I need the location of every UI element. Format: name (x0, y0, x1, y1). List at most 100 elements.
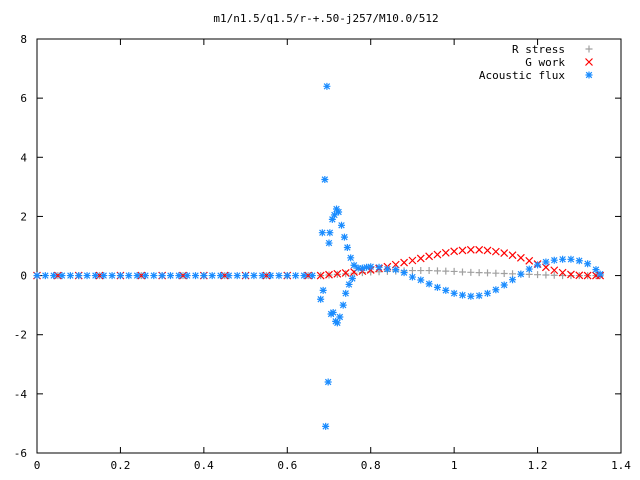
data-point (534, 261, 542, 269)
data-point (408, 273, 416, 281)
y-tick-label: -2 (14, 329, 27, 342)
chart-title: m1/n1.5/q1.5/r-+.50-j257/M10.0/512 (213, 12, 438, 25)
data-point (339, 301, 347, 309)
y-tick-label: 0 (20, 270, 27, 283)
data-point (300, 272, 308, 280)
data-point (363, 263, 371, 271)
data-point (345, 280, 353, 288)
data-point (233, 272, 241, 280)
data-point (175, 272, 183, 280)
data-point (509, 276, 517, 284)
x-tick-label: 0.4 (194, 459, 214, 472)
data-point (575, 257, 583, 265)
data-point (335, 208, 343, 216)
data-point (516, 253, 525, 262)
data-point (328, 215, 336, 223)
data-point (408, 267, 416, 275)
data-point (333, 269, 342, 278)
data-point (392, 266, 400, 274)
data-point (492, 286, 500, 294)
data-point (329, 309, 337, 317)
x-tick-label: 1.2 (528, 459, 548, 472)
data-point (417, 267, 425, 275)
data-point (475, 245, 484, 254)
data-point (567, 255, 575, 263)
data-point (350, 269, 358, 277)
data-marks (33, 82, 605, 430)
data-point (534, 271, 542, 279)
data-point (242, 272, 250, 280)
data-point (500, 281, 508, 289)
x-tick-label: 0.2 (110, 459, 130, 472)
data-point (375, 263, 383, 271)
data-point (542, 258, 550, 266)
data-point (475, 292, 483, 300)
data-point (354, 264, 362, 272)
data-point (158, 272, 166, 280)
data-point (517, 270, 525, 278)
data-point (417, 276, 425, 284)
data-point (492, 269, 500, 277)
data-point (400, 269, 408, 277)
data-point (584, 260, 592, 268)
data-point (592, 266, 600, 274)
data-point (383, 265, 391, 273)
data-point (340, 233, 348, 241)
data-point (225, 272, 233, 280)
data-point (208, 272, 216, 280)
plot-frame (36, 38, 622, 454)
data-point (336, 313, 344, 321)
data-point (318, 229, 326, 237)
data-point (500, 249, 509, 258)
data-point (342, 289, 350, 297)
data-point (583, 271, 592, 280)
data-point (41, 272, 49, 280)
data-point (317, 295, 325, 303)
data-point (75, 272, 83, 280)
data-point (283, 272, 291, 280)
data-point (250, 272, 258, 280)
data-point (458, 246, 467, 255)
y-tick-label: -6 (14, 447, 27, 460)
data-point (326, 229, 334, 237)
x-tick-label: 1.4 (611, 459, 631, 472)
data-point (525, 256, 534, 265)
data-point (575, 271, 584, 280)
data-point (325, 239, 333, 247)
data-point (50, 272, 58, 280)
y-tick-label: 4 (20, 151, 27, 164)
data-point (450, 289, 458, 297)
data-point (408, 256, 417, 265)
data-point (500, 270, 508, 278)
data-point (333, 319, 341, 327)
data-point (267, 272, 275, 280)
data-point (425, 267, 433, 275)
data-point (484, 289, 492, 297)
data-point (542, 271, 550, 279)
data-point (141, 272, 149, 280)
data-point (550, 266, 559, 275)
data-point (183, 272, 191, 280)
data-point (58, 272, 66, 280)
data-point (458, 268, 466, 276)
data-point (275, 272, 283, 280)
data-point (484, 269, 492, 277)
data-point (319, 286, 327, 294)
x-tick-label: 0.6 (277, 459, 297, 472)
data-point (442, 286, 450, 294)
legend-marker (585, 45, 593, 53)
legend-label: Acoustic flux (479, 69, 565, 82)
data-point (166, 272, 174, 280)
legend-marker (585, 58, 593, 66)
data-point (133, 272, 141, 280)
data-point (200, 272, 208, 280)
data-point (342, 270, 350, 278)
data-point (100, 272, 108, 280)
data-point (483, 246, 492, 255)
data-point (116, 272, 124, 280)
legend-marker (585, 71, 593, 79)
legend-label: R stress (512, 43, 565, 56)
data-point (341, 268, 350, 277)
series-2 (33, 82, 604, 430)
